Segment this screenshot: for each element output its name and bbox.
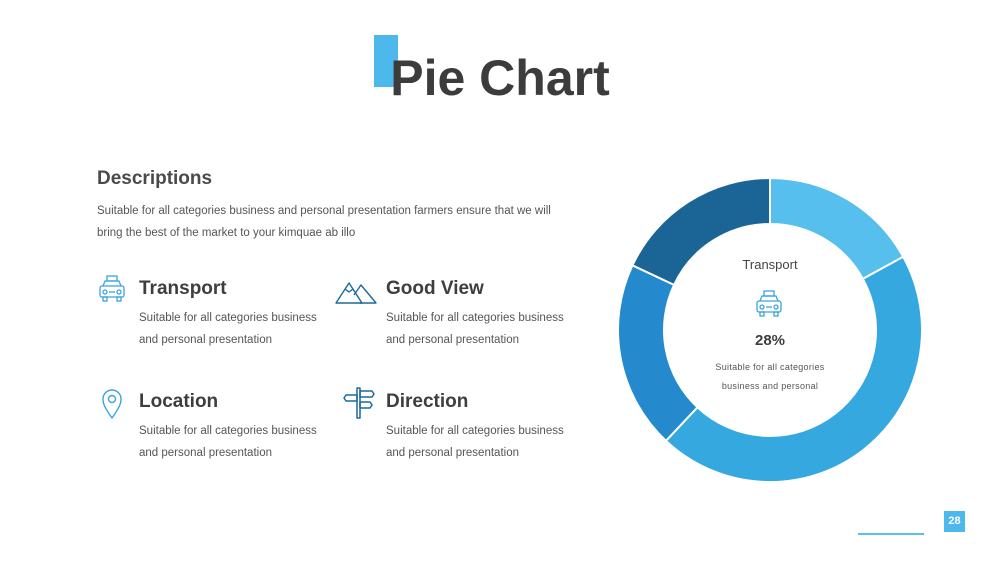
feature-transport: Transport Suitable for all categories bu… (99, 275, 379, 351)
taxi-icon (99, 275, 125, 302)
donut-slice-3 (617, 263, 699, 443)
feature-text: Suitable for all categories business and… (386, 312, 564, 346)
feature-title: Location (139, 391, 219, 412)
feature-text: Suitable for all categories business and… (386, 425, 564, 459)
chart-center-text-line: Suitable for all categories (715, 362, 825, 372)
page-number: 28 (944, 511, 965, 532)
feature-text: Suitable for all categories business and… (139, 312, 317, 346)
descriptions-text: Suitable for all categories business and… (97, 205, 551, 239)
chart-center-value: 28% (754, 332, 786, 349)
descriptions-heading: Descriptions (97, 168, 213, 189)
taxi-icon (756, 290, 782, 317)
feature-location: Location Suitable for all categories bus… (102, 389, 379, 464)
footer-line (858, 533, 924, 535)
chart-center-text: Suitable for all categories business and… (690, 358, 850, 396)
feature-direction: Direction Suitable for all categories bu… (343, 387, 626, 464)
chart-center-text-line: business and personal (721, 381, 819, 391)
feature-good-view: Good View Suitable for all categories bu… (335, 277, 626, 351)
chart-center-title: Transport (742, 257, 798, 272)
feature-text: Suitable for all categories business and… (139, 425, 317, 459)
location-pin-icon (102, 389, 122, 420)
title-accent-bar (374, 35, 398, 87)
feature-title: Good View (386, 278, 484, 299)
feature-title: Transport (139, 278, 227, 299)
signpost-icon (343, 387, 375, 419)
page-title: Pie Chart (390, 50, 610, 106)
mountains-icon (335, 282, 377, 304)
donut-slice-2 (664, 255, 923, 483)
donut-slice-4 (631, 176, 771, 287)
feature-title: Direction (386, 391, 469, 412)
